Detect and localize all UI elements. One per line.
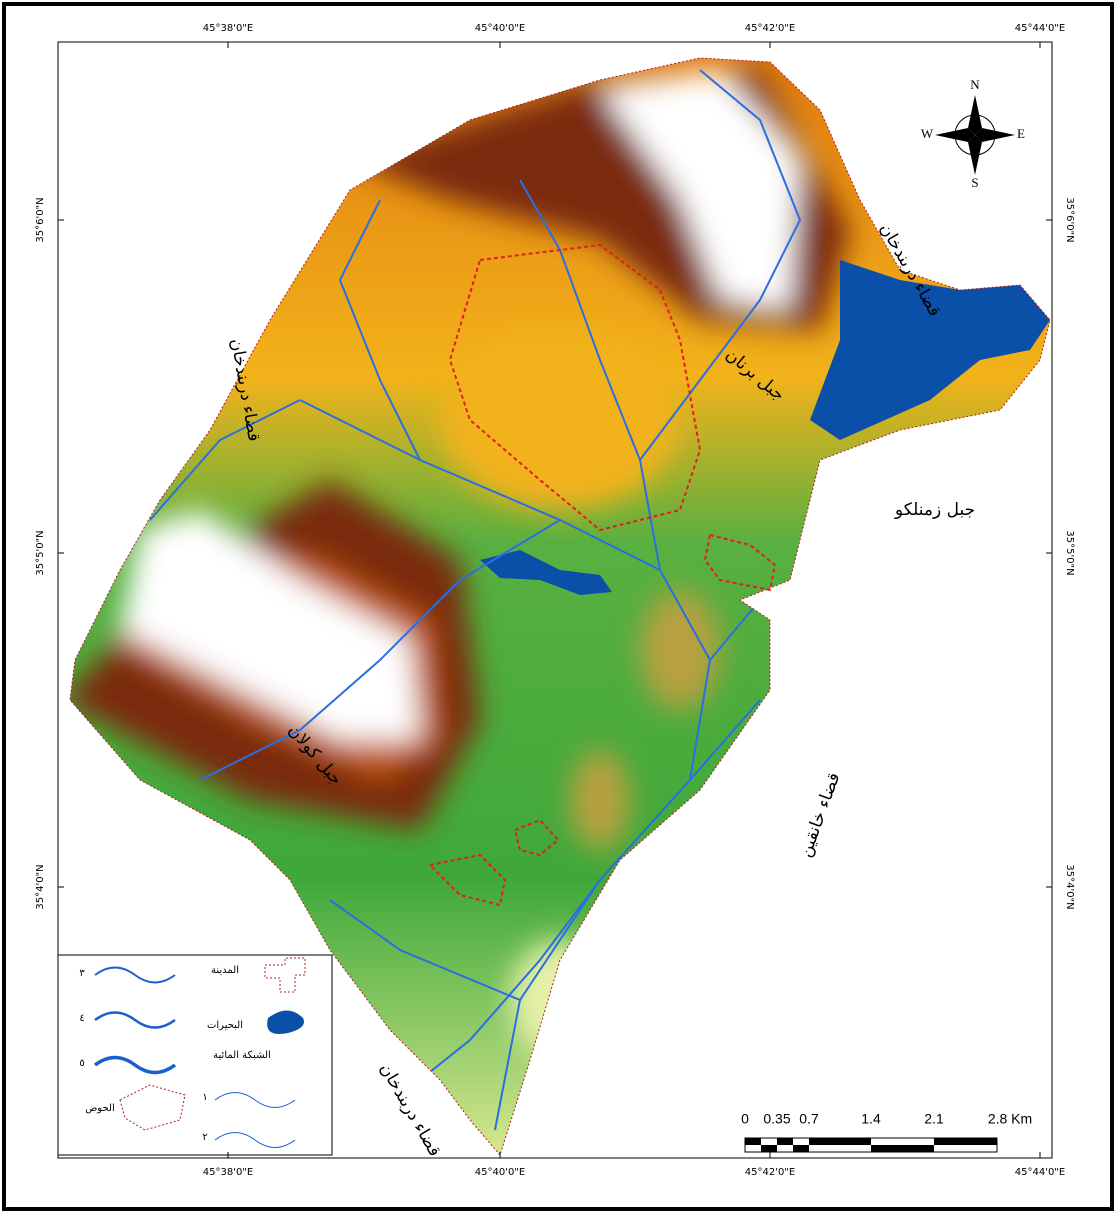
legend-order: ٤ bbox=[79, 1013, 84, 1024]
lon-label: 45°40'0"E bbox=[475, 23, 525, 34]
lat-label: 35°4'0"N bbox=[1064, 864, 1075, 909]
legend-order: ٢ bbox=[202, 1132, 207, 1143]
map: N S E W ٣ ٤ ٥ ١ ٢ المدينة البحيرات الشبك… bbox=[0, 0, 1116, 1213]
scale-label: 1.4 bbox=[861, 1111, 881, 1127]
legend: ٣ ٤ ٥ ١ ٢ المدينة البحيرات الشبكة المائي… bbox=[58, 955, 332, 1155]
legend-basin: الحوض bbox=[85, 1103, 115, 1114]
lat-label: 35°6'0"N bbox=[35, 197, 46, 242]
lon-label: 45°38'0"E bbox=[203, 23, 253, 34]
compass-e: E bbox=[1017, 126, 1025, 141]
lon-label: 45°44'0"E bbox=[1015, 1167, 1065, 1178]
lat-label: 35°5'0"N bbox=[1064, 530, 1075, 575]
scale-bar bbox=[745, 1138, 997, 1152]
scale-label: 0.7 bbox=[799, 1111, 819, 1127]
lon-label: 45°42'0"E bbox=[745, 23, 795, 34]
lat-label: 35°4'0"N bbox=[35, 864, 46, 909]
legend-network: الشبكة المائية bbox=[213, 1050, 271, 1061]
lon-label: 45°38'0"E bbox=[203, 1167, 253, 1178]
compass-s: S bbox=[971, 175, 978, 190]
lat-label: 35°6'0"N bbox=[1064, 197, 1075, 242]
lon-label: 45°40'0"E bbox=[475, 1167, 525, 1178]
compass-n: N bbox=[970, 77, 980, 92]
legend-lakes: البحيرات bbox=[207, 1020, 243, 1031]
legend-order: ١ bbox=[202, 1092, 207, 1103]
legend-city: المدينة bbox=[211, 965, 239, 976]
place-name: جبل زمنلكو bbox=[894, 500, 975, 520]
scale-label: 0 bbox=[741, 1111, 749, 1127]
lon-label: 45°44'0"E bbox=[1015, 23, 1065, 34]
lon-label: 45°42'0"E bbox=[745, 1167, 795, 1178]
compass-w: W bbox=[921, 126, 934, 141]
scale-label: 0.35 bbox=[763, 1111, 790, 1127]
scale-label: 2.8 Km bbox=[988, 1111, 1032, 1127]
legend-order: ٥ bbox=[79, 1058, 84, 1069]
scale-label: 2.1 bbox=[924, 1111, 944, 1127]
lat-label: 35°5'0"N bbox=[35, 530, 46, 575]
legend-order: ٣ bbox=[79, 968, 85, 979]
